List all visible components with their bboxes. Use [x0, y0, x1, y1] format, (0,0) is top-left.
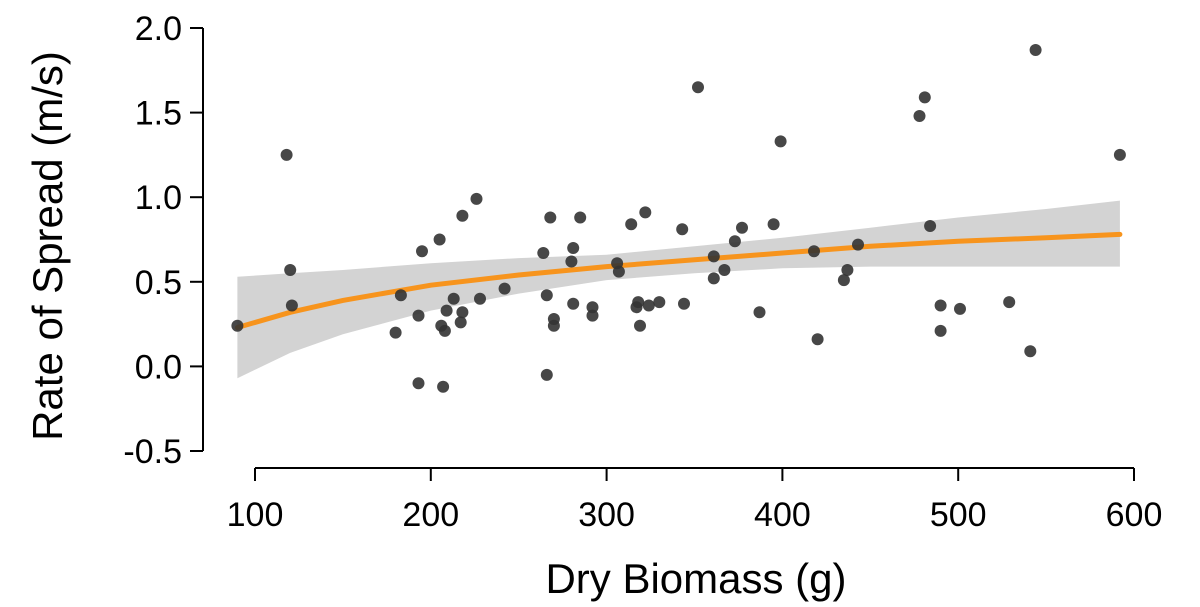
data-point — [1029, 44, 1042, 56]
data-point — [913, 110, 926, 122]
data-point — [634, 319, 646, 332]
y-tick-label: -0.5 — [123, 433, 182, 471]
data-point — [565, 255, 578, 268]
data-point — [416, 245, 428, 258]
data-point — [433, 233, 446, 246]
data-point — [586, 301, 599, 314]
data-point — [954, 302, 966, 315]
y-axis-title: Rate of Spread (m/s) — [24, 51, 71, 441]
data-point — [412, 309, 425, 322]
data-point — [753, 306, 766, 319]
x-tick-label: 400 — [754, 496, 811, 534]
data-point — [1024, 345, 1037, 358]
data-point — [625, 218, 638, 231]
data-point — [1113, 148, 1126, 161]
data-point — [474, 292, 486, 305]
data-point — [284, 264, 297, 276]
data-point — [567, 297, 580, 310]
data-point — [438, 324, 451, 337]
data-point — [389, 326, 402, 339]
data-point — [394, 289, 407, 302]
x-tick-label: 300 — [578, 496, 635, 534]
data-point — [280, 148, 293, 161]
data-point — [808, 245, 820, 258]
data-point — [934, 324, 947, 337]
data-point — [678, 297, 690, 310]
data-point — [456, 209, 469, 222]
data-point — [547, 313, 560, 325]
y-tick-label: 1.5 — [135, 95, 182, 133]
data-point — [586, 309, 599, 322]
data-point — [918, 91, 931, 104]
data-point — [642, 299, 655, 312]
data-point — [231, 319, 244, 332]
x-tick-label: 500 — [930, 496, 987, 534]
data-point — [498, 282, 511, 295]
data-point — [728, 235, 741, 248]
data-point — [574, 211, 587, 224]
data-point — [707, 250, 720, 263]
fit-line — [234, 231, 1123, 330]
data-point — [852, 238, 864, 251]
data-point — [639, 206, 652, 219]
data-point — [718, 264, 731, 276]
data-point — [837, 274, 850, 287]
x-tick-label: 100 — [227, 496, 284, 534]
data-point — [841, 264, 854, 276]
x-tick-label: 200 — [402, 496, 459, 534]
data-point — [736, 221, 748, 234]
data-point — [707, 272, 720, 285]
data-point — [544, 211, 557, 224]
x-axis-title: Dry Biomass (g) — [545, 555, 846, 602]
axes-layer: -0.5 0.0 0.5 1.0 1.5 2.0 100 200 300 400 500 600 — [123, 10, 1162, 534]
data-point — [454, 316, 467, 329]
x-tick-label: 600 — [1106, 496, 1163, 534]
data-point — [676, 223, 689, 236]
axis-labels-layer: Dry Biomass (g) Rate of Spread (m/s) — [24, 51, 847, 602]
data-point — [1003, 296, 1016, 309]
data-point — [692, 81, 704, 94]
y-tick-label: 0.0 — [135, 348, 182, 386]
data-point — [567, 242, 580, 254]
data-point — [285, 299, 298, 312]
data-point — [924, 220, 937, 232]
data-point — [440, 304, 453, 317]
data-point — [456, 306, 469, 319]
y-tick-label: 2.0 — [135, 10, 182, 48]
data-point — [612, 265, 625, 278]
data-point — [774, 135, 787, 148]
data-points-layer — [231, 44, 1126, 393]
data-point — [540, 368, 553, 381]
data-point — [437, 380, 450, 393]
data-point — [470, 192, 483, 205]
data-point — [934, 299, 947, 312]
data-point — [540, 289, 553, 302]
data-point — [653, 296, 666, 309]
data-point — [537, 247, 550, 259]
data-point — [412, 377, 425, 390]
y-tick-label: 0.5 — [135, 264, 182, 302]
data-point — [767, 218, 780, 231]
data-point — [811, 333, 824, 346]
y-tick-label: 1.0 — [135, 179, 182, 217]
fit-line-layer — [234, 231, 1123, 330]
data-point — [632, 296, 645, 309]
data-point — [447, 292, 460, 305]
